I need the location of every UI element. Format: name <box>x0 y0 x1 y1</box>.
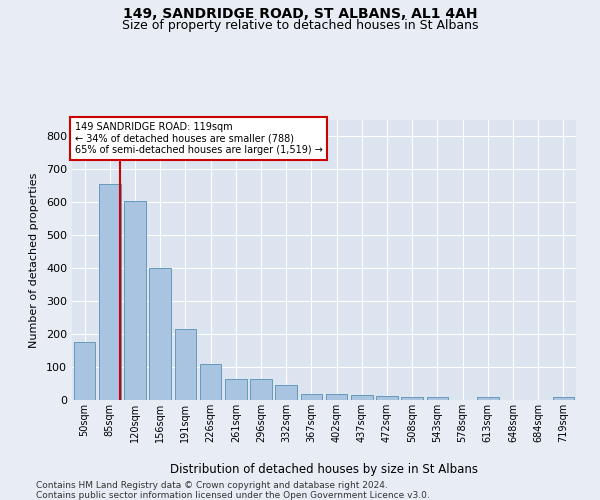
Bar <box>149 268 171 400</box>
Bar <box>401 398 423 400</box>
Text: Contains public sector information licensed under the Open Government Licence v3: Contains public sector information licen… <box>36 491 430 500</box>
Bar <box>301 394 322 400</box>
Bar <box>99 184 121 400</box>
Text: Distribution of detached houses by size in St Albans: Distribution of detached houses by size … <box>170 462 478 475</box>
Bar <box>74 342 95 400</box>
Text: 149, SANDRIDGE ROAD, ST ALBANS, AL1 4AH: 149, SANDRIDGE ROAD, ST ALBANS, AL1 4AH <box>123 8 477 22</box>
Bar <box>553 398 574 400</box>
Bar <box>175 329 196 400</box>
Bar <box>200 364 221 400</box>
Bar <box>275 385 297 400</box>
Text: Size of property relative to detached houses in St Albans: Size of property relative to detached ho… <box>122 18 478 32</box>
Bar <box>326 394 347 400</box>
Text: 149 SANDRIDGE ROAD: 119sqm
← 34% of detached houses are smaller (788)
65% of sem: 149 SANDRIDGE ROAD: 119sqm ← 34% of deta… <box>74 122 322 155</box>
Text: Contains HM Land Registry data © Crown copyright and database right 2024.: Contains HM Land Registry data © Crown c… <box>36 481 388 490</box>
Bar <box>351 395 373 400</box>
Bar <box>250 378 272 400</box>
Bar <box>477 398 499 400</box>
Bar <box>376 396 398 400</box>
Bar <box>124 200 146 400</box>
Bar <box>225 378 247 400</box>
Bar <box>427 398 448 400</box>
Y-axis label: Number of detached properties: Number of detached properties <box>29 172 39 348</box>
